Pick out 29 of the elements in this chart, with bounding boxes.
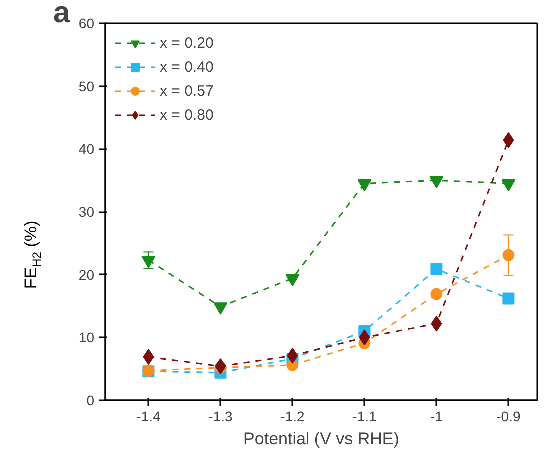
text: a bbox=[54, 0, 70, 30]
point bbox=[358, 179, 372, 192]
x-tick-label: -1 bbox=[430, 408, 444, 424]
point bbox=[430, 263, 443, 276]
point bbox=[502, 179, 516, 192]
point bbox=[142, 256, 156, 268]
legend-label: x = 0.40 bbox=[160, 58, 214, 76]
x-axis-title: Potential (V vs RHE) bbox=[244, 430, 400, 448]
y-tick-label: 60 bbox=[78, 16, 95, 32]
point bbox=[430, 176, 444, 189]
point bbox=[214, 302, 228, 315]
y-tick-label: 50 bbox=[78, 78, 95, 94]
legend-label: x = 0.80 bbox=[160, 106, 214, 124]
point bbox=[502, 292, 515, 305]
y-tick-label: 0 bbox=[86, 392, 95, 408]
y-tick-label: 40 bbox=[78, 141, 95, 158]
x-tick-label: -0.9 bbox=[496, 408, 521, 424]
point bbox=[430, 288, 443, 300]
point bbox=[286, 274, 300, 287]
x-tick-label: -1.3 bbox=[208, 408, 233, 424]
y-tick-label: 30 bbox=[78, 204, 95, 220]
y-tick-label: 10 bbox=[78, 330, 95, 346]
x-tick-label: -1.1 bbox=[352, 408, 377, 424]
legend-label: x = 0.20 bbox=[160, 34, 214, 52]
x-tick-label: -1.4 bbox=[136, 408, 161, 424]
y-tick-label: 20 bbox=[78, 266, 95, 283]
legend-label: x = 0.57 bbox=[160, 82, 214, 100]
point bbox=[502, 249, 515, 262]
x-tick-label: -1.2 bbox=[280, 408, 305, 424]
